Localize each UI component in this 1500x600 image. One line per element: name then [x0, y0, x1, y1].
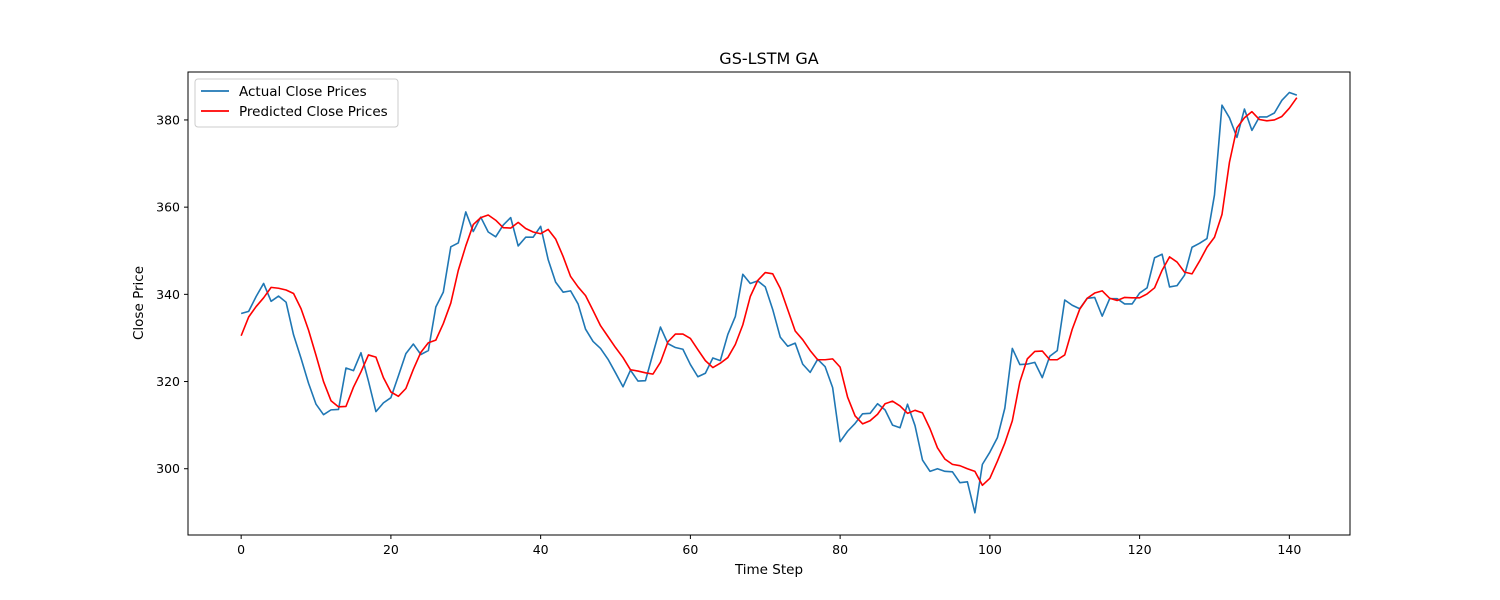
- y-tick-label: 340: [156, 287, 180, 302]
- y-axis: 300 320 340 360 380: [156, 112, 188, 476]
- legend: Actual Close Prices Predicted Close Pric…: [194, 78, 399, 128]
- legend-box: [194, 78, 399, 128]
- chart-title: GS-LSTM GA: [719, 49, 818, 68]
- y-tick-label: 300: [156, 461, 180, 476]
- x-tick-label: 120: [1128, 542, 1152, 557]
- y-tick-label: 320: [156, 374, 180, 389]
- legend-label-actual: Actual Close Prices: [239, 84, 367, 100]
- y-tick-label: 360: [156, 200, 180, 215]
- legend-label-predicted: Predicted Close Prices: [239, 104, 388, 120]
- x-axis-title: Time Step: [734, 562, 803, 578]
- x-tick-label: 100: [978, 542, 1002, 557]
- series-line-actual: [240, 91, 1298, 514]
- series-line-predicted: [240, 97, 1298, 487]
- y-tick-label: 380: [156, 112, 180, 127]
- x-axis: 0 20 40 60 80 100 120 140: [237, 535, 1301, 557]
- x-tick-label: 0: [237, 542, 245, 557]
- x-tick-label: 40: [533, 542, 549, 557]
- x-tick-label: 80: [832, 542, 848, 557]
- x-tick-label: 140: [1277, 542, 1301, 557]
- plot-frame: [187, 71, 1351, 536]
- series-layer: [240, 91, 1298, 514]
- x-tick-label: 20: [383, 542, 399, 557]
- y-axis-title: Close Price: [131, 266, 147, 340]
- x-tick-label: 60: [682, 542, 698, 557]
